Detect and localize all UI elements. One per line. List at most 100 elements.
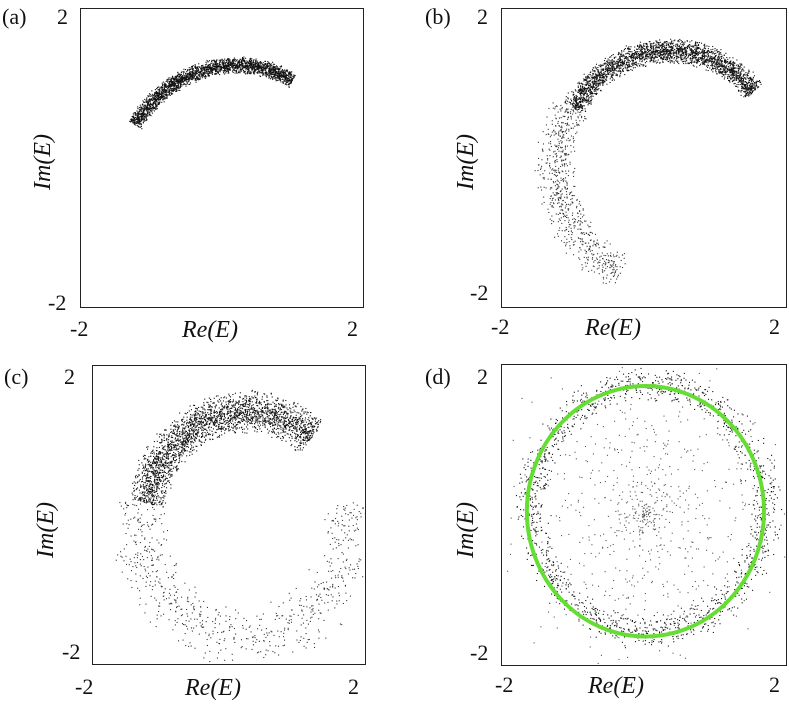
data-point	[627, 52, 629, 54]
data-point	[158, 86, 160, 88]
data-point	[259, 72, 261, 74]
data-point	[195, 81, 197, 83]
data-point	[139, 104, 141, 106]
data-point	[224, 65, 226, 67]
data-point	[596, 74, 598, 76]
data-point	[169, 85, 171, 87]
data-point	[161, 95, 163, 98]
data-point	[623, 62, 625, 64]
data-point	[619, 60, 621, 62]
data-point	[716, 63, 718, 65]
data-point	[169, 92, 171, 95]
data-point	[662, 44, 664, 46]
data-point	[732, 62, 734, 64]
data-point	[188, 78, 190, 80]
data-point	[227, 58, 229, 60]
data-point	[132, 119, 134, 121]
data-point	[645, 65, 647, 67]
data-point	[161, 89, 163, 91]
data-point	[611, 59, 613, 61]
data-point	[144, 115, 146, 118]
data-point	[255, 58, 257, 60]
data-point	[612, 64, 615, 66]
data-point	[631, 52, 633, 54]
data-point	[251, 58, 253, 60]
data-point	[640, 48, 642, 50]
data-point	[746, 87, 748, 89]
data-point	[754, 82, 756, 84]
data-point	[209, 65, 211, 67]
data-point	[743, 83, 745, 85]
data-point	[586, 75, 588, 77]
data-point	[639, 53, 642, 55]
data-point	[604, 62, 606, 64]
data-point	[164, 90, 166, 92]
data-point	[681, 41, 683, 43]
data-point	[593, 76, 595, 78]
data-point	[280, 81, 282, 83]
data-point	[163, 94, 165, 96]
data-point	[604, 73, 606, 75]
data-point	[206, 69, 208, 71]
data-point	[729, 62, 732, 65]
data-point	[153, 100, 155, 102]
data-point	[709, 67, 711, 69]
data-point	[195, 80, 197, 82]
data-point	[139, 113, 141, 115]
data-point	[248, 62, 250, 64]
data-point	[269, 69, 271, 71]
data-point	[139, 115, 141, 117]
data-point	[167, 79, 169, 81]
data-point	[177, 75, 179, 77]
data-point	[633, 64, 635, 66]
data-point	[720, 64, 722, 66]
data-point	[650, 58, 652, 60]
data-point	[728, 69, 730, 71]
data-point	[660, 53, 662, 55]
data-point	[588, 98, 590, 100]
data-point	[290, 79, 292, 81]
data-point	[744, 73, 746, 75]
data-point	[137, 106, 139, 108]
data-point	[593, 83, 595, 85]
data-point	[188, 74, 190, 76]
data-point	[721, 65, 723, 67]
data-point	[607, 63, 609, 65]
data-point	[191, 68, 193, 70]
data-point	[624, 59, 626, 62]
data-point	[213, 63, 215, 65]
data-point	[658, 52, 660, 54]
data-point	[618, 53, 620, 56]
data-point	[746, 86, 748, 88]
data-point	[151, 104, 153, 106]
data-point	[279, 79, 282, 81]
data-point	[244, 65, 246, 68]
data-point	[141, 112, 143, 114]
data-point	[142, 117, 144, 120]
data-point	[280, 70, 282, 72]
data-point	[638, 48, 640, 50]
data-point	[652, 47, 654, 49]
data-point	[140, 117, 142, 120]
data-point	[682, 58, 684, 60]
data-point	[682, 52, 684, 54]
data-point	[696, 59, 698, 61]
data-point	[664, 58, 666, 60]
data-point	[219, 74, 221, 76]
data-point	[732, 64, 734, 67]
data-point	[629, 55, 632, 58]
data-point	[156, 107, 158, 109]
data-point	[640, 49, 642, 51]
data-point	[172, 89, 174, 91]
data-point	[633, 55, 635, 57]
data-point	[171, 77, 173, 79]
data-point	[705, 69, 707, 71]
data-point	[151, 95, 153, 97]
data-point	[240, 64, 242, 66]
data-point	[227, 72, 229, 74]
data-point	[663, 43, 665, 45]
data-point	[232, 66, 234, 68]
data-point	[743, 91, 745, 93]
data-point	[234, 66, 236, 69]
data-point	[722, 70, 724, 72]
